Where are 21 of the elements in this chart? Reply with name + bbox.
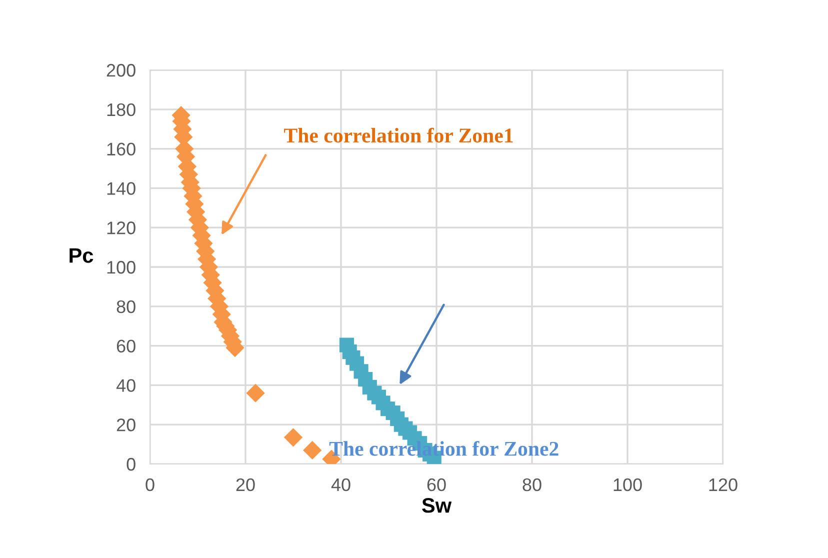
x-tick-label: 120 [709, 478, 738, 492]
y-tick-label: 40 [116, 379, 136, 392]
y-tick-label: 180 [107, 103, 136, 116]
annotation: The correlation for Zone1 [284, 128, 513, 143]
x-tick-label: 100 [614, 478, 642, 492]
y-tick-label: 160 [107, 142, 136, 156]
x-tick-label: 80 [522, 478, 542, 492]
y-axis-title: Pc [70, 248, 94, 263]
y-tick-label: 20 [116, 418, 136, 432]
y-tick-label: 140 [107, 182, 136, 195]
x-axis-title: Sw [422, 498, 452, 513]
y-tick-label: 80 [116, 300, 136, 314]
y-tick-label: 100 [107, 260, 136, 274]
y-tick-label: 60 [116, 340, 136, 353]
y-tick-label: 200 [106, 64, 136, 77]
x-tick-label: 60 [427, 478, 446, 492]
x-tick-label: 20 [236, 478, 255, 492]
y-tick-label: 120 [107, 222, 136, 234]
y-tick-label: 0 [126, 458, 136, 471]
x-tick-label: 0 [146, 478, 154, 492]
x-tick-label: 40 [331, 478, 350, 492]
